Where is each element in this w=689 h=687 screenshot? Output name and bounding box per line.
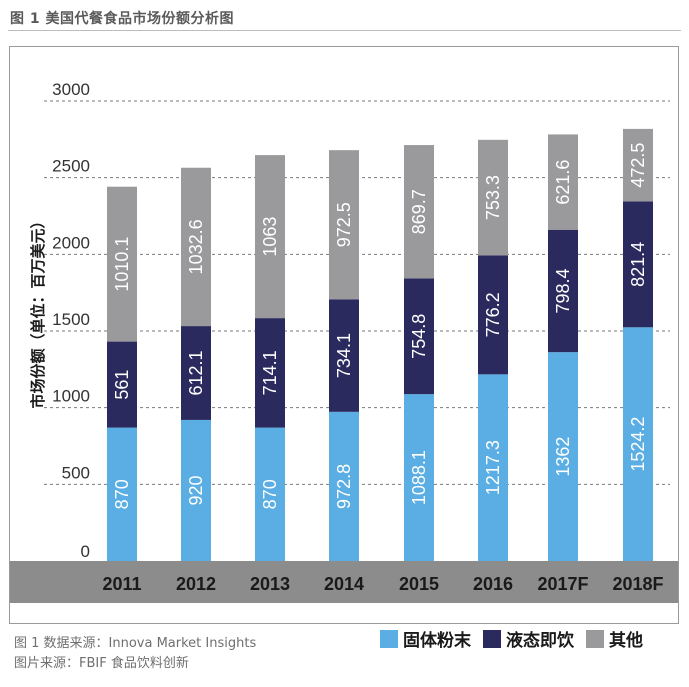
- data-label: 869.7: [409, 189, 429, 234]
- x-tick-label: 2015: [399, 574, 439, 594]
- x-tick-label: 2014: [324, 574, 364, 594]
- bar-segment: [255, 155, 285, 319]
- data-source-note: 图 1 数据来源：Innova Market Insights: [14, 636, 257, 651]
- data-label: 1362: [553, 437, 573, 477]
- data-label: 1032.6: [186, 219, 206, 274]
- data-label: 870: [112, 479, 132, 509]
- data-label: 612.1: [186, 350, 206, 395]
- bar-segment: [548, 352, 578, 561]
- x-tick-label: 2016: [473, 574, 513, 594]
- legend-label: 其他: [609, 631, 643, 651]
- data-label: 1063: [260, 217, 280, 257]
- bar-segment: [255, 427, 285, 561]
- y-tick-label: 3000: [52, 80, 90, 99]
- y-tick-label: 500: [62, 463, 90, 482]
- chart-legend: 固体粉末 液态即饮 其他: [380, 626, 655, 651]
- data-label: 754.8: [409, 314, 429, 359]
- data-label: 472.5: [628, 143, 648, 188]
- legend-label: 液态即饮: [506, 631, 574, 651]
- data-label: 1524.2: [628, 417, 648, 472]
- bar-segment: [478, 255, 508, 375]
- data-label: 972.8: [334, 464, 354, 509]
- figure-title: 图 1 美国代餐食品市场份额分析图: [10, 11, 234, 27]
- data-label: 734.1: [334, 333, 354, 378]
- data-label: 714.1: [260, 350, 280, 395]
- bar-segment: [404, 145, 434, 279]
- bar-segment: [107, 341, 137, 428]
- bar-segment: [329, 299, 359, 412]
- legend-swatch: [483, 629, 501, 648]
- legend-item: 液态即饮: [483, 626, 574, 651]
- data-label: 1010.1: [112, 237, 132, 292]
- legend-swatch: [380, 629, 398, 648]
- bar-segment: [329, 411, 359, 561]
- x-tick-label: 2017F: [537, 574, 588, 594]
- x-tick-label: 2011: [102, 574, 141, 594]
- bar-segment: [478, 139, 508, 256]
- y-tick-label: 1500: [52, 310, 90, 329]
- x-tick-label: 2018F: [612, 574, 663, 594]
- y-tick-label: 2500: [52, 157, 90, 176]
- y-axis-label: 市场份额（单位：百万美元）: [29, 213, 47, 409]
- data-label: 1088.1: [409, 450, 429, 505]
- y-tick-label: 0: [81, 542, 90, 561]
- bar-segment: [404, 394, 434, 561]
- data-label: 798.4: [553, 268, 573, 313]
- x-tick-label: 2012: [176, 574, 216, 594]
- legend-label: 固体粉末: [403, 631, 471, 651]
- legend-item: 其他: [586, 626, 643, 651]
- legend-swatch: [586, 629, 604, 648]
- data-label: 821.4: [628, 242, 648, 287]
- bar-segment: [623, 128, 653, 202]
- data-label: 621.6: [553, 160, 573, 205]
- bar-segment: [181, 419, 211, 561]
- x-axis-band: [10, 561, 678, 603]
- data-label: 561: [112, 370, 132, 400]
- bar-segment: [181, 326, 211, 420]
- data-label: 753.3: [483, 175, 503, 220]
- bar-segment: [107, 186, 137, 342]
- title-divider: [8, 30, 681, 31]
- bar-segment: [181, 167, 211, 327]
- data-label: 1217.3: [483, 440, 503, 495]
- bar-segment: [548, 134, 578, 230]
- bar-segment: [404, 278, 434, 395]
- legend-item: 固体粉末: [380, 626, 471, 651]
- image-source-note: 图片来源：FBIF 食品饮料创新: [14, 656, 189, 671]
- bar-segment: [623, 327, 653, 561]
- bar-segment: [255, 318, 285, 428]
- data-label: 776.2: [483, 292, 503, 337]
- bar-segment: [107, 427, 137, 561]
- bar-segment: [623, 201, 653, 328]
- data-label: 920: [186, 475, 206, 505]
- bar-segment: [548, 229, 578, 353]
- bar-segment: [478, 374, 508, 561]
- y-tick-label: 1000: [52, 387, 90, 406]
- data-label: 870: [260, 479, 280, 509]
- x-tick-label: 2013: [250, 574, 290, 594]
- y-tick-label: 2000: [52, 233, 90, 252]
- bar-segment: [329, 150, 359, 300]
- data-label: 972.5: [334, 202, 354, 247]
- chart-frame: [9, 46, 679, 624]
